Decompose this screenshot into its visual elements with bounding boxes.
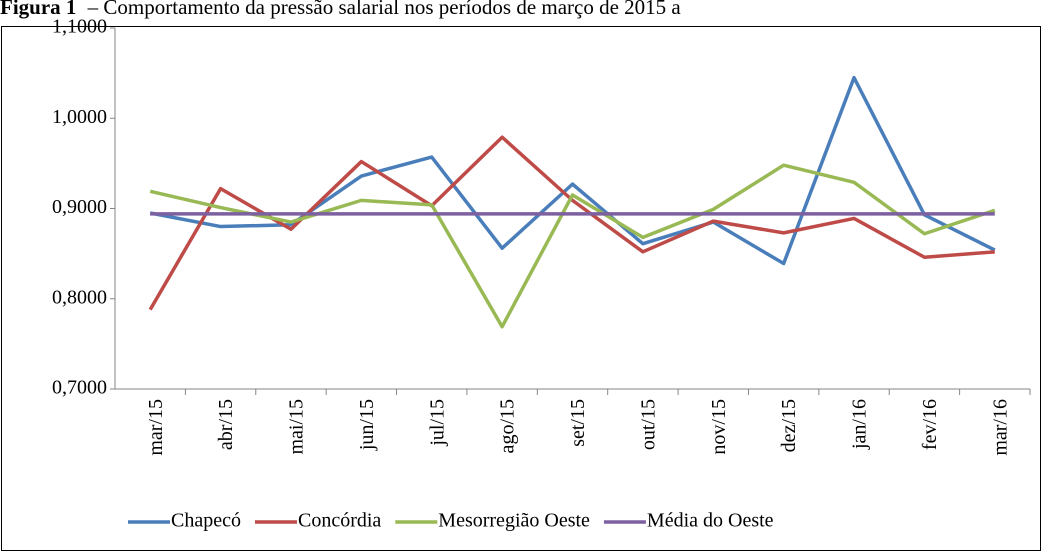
x-tick-label: mar/16 xyxy=(989,399,1011,456)
series-line xyxy=(149,75,996,266)
legend-label: Mesorregião Oeste xyxy=(438,510,590,532)
x-tick-label: jan/16 xyxy=(849,399,871,450)
y-tick-label: 0,7000 xyxy=(52,377,107,399)
x-tick-label: dez/15 xyxy=(778,399,800,452)
x-tick-label: set/15 xyxy=(567,399,589,447)
y-tick-label: 1,1000 xyxy=(52,16,107,38)
x-tick-label: fev/16 xyxy=(919,399,941,450)
legend-label: Concórdia xyxy=(298,510,381,532)
x-tick-label: jun/15 xyxy=(356,399,378,451)
title-text: – Comportamento da pressão salarial nos … xyxy=(87,0,682,19)
x-tick-label: out/15 xyxy=(637,399,659,450)
chart-border xyxy=(1,26,1041,551)
x-tick-label: abr/15 xyxy=(215,399,237,450)
figure-label: Figura 1 xyxy=(0,0,76,19)
x-tick-label: nov/15 xyxy=(708,399,730,455)
legend-label: Chapecó xyxy=(171,510,241,532)
x-tick-label: ago/15 xyxy=(497,399,519,453)
series-line xyxy=(148,135,995,311)
x-tick-label: jul/15 xyxy=(426,399,448,447)
chart-title: Figura 1 – Comportamento da pressão sala… xyxy=(0,0,681,19)
x-tick-label: mar/15 xyxy=(145,399,167,456)
x-tick-label: mai/15 xyxy=(286,399,308,455)
legend-label: Média do Oeste xyxy=(647,510,774,532)
series-line xyxy=(149,163,996,329)
y-tick-label: 1,0000 xyxy=(52,106,107,128)
y-tick-label: 0,9000 xyxy=(52,196,107,218)
y-tick-label: 0,8000 xyxy=(52,286,107,308)
